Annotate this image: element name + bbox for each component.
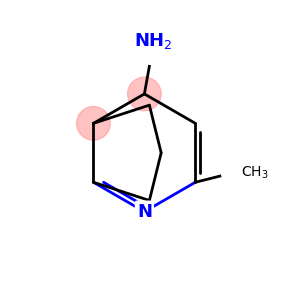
Circle shape: [76, 106, 110, 140]
Text: CH$_3$: CH$_3$: [241, 164, 269, 181]
Text: N: N: [137, 203, 152, 221]
Text: NH$_2$: NH$_2$: [134, 32, 172, 51]
Circle shape: [128, 77, 161, 111]
